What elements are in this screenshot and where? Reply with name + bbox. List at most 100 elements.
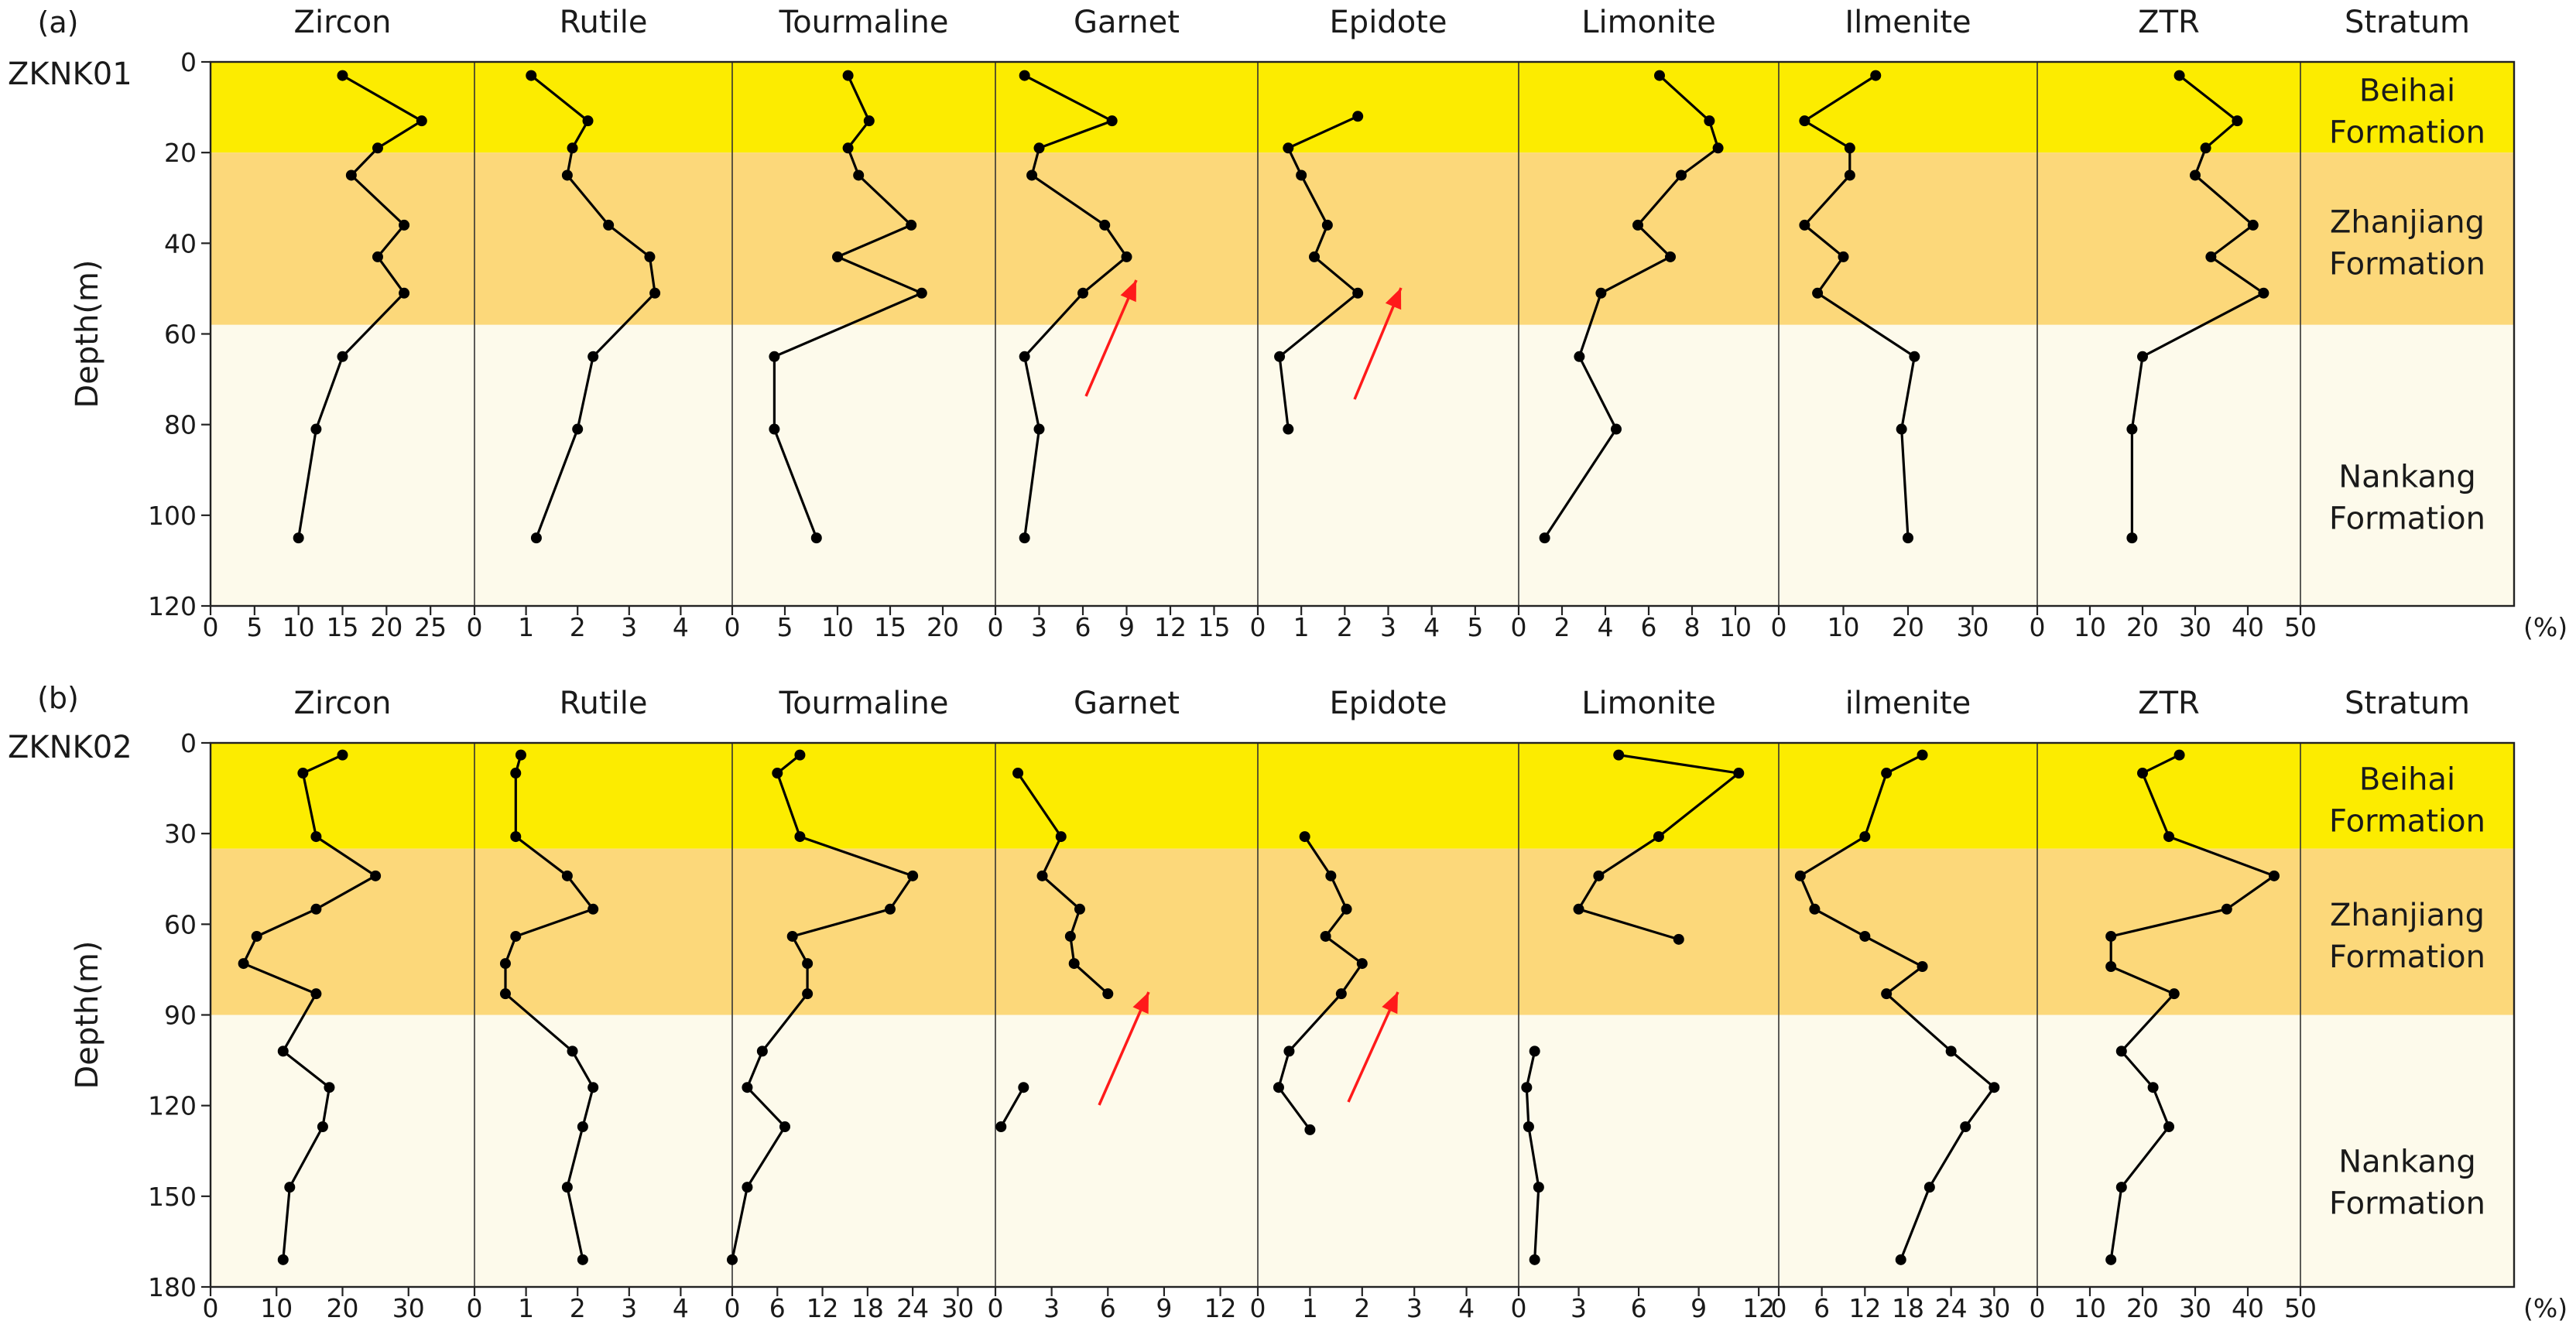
x-tick-label: 10 <box>1719 612 1752 642</box>
stratum-band-nankang <box>211 324 2514 606</box>
series-line <box>2130 74 2266 539</box>
x-tick-label: 0 <box>203 612 219 642</box>
panel-zknk02: (b)ZKNK02 0306090120150180Depth(m)Zircon0… <box>8 681 2567 1323</box>
y-tick-label: 20 <box>164 138 197 168</box>
y-tick-label: 180 <box>148 1272 197 1302</box>
data-point <box>1018 1082 1029 1093</box>
x-tick-label: 0 <box>467 612 483 642</box>
data-point <box>510 930 522 942</box>
data-point <box>853 169 865 181</box>
data-point <box>1019 351 1030 362</box>
data-point <box>515 749 526 761</box>
data-point <box>2105 930 2117 942</box>
x-tick-label: 4 <box>1423 612 1440 642</box>
data-point <box>1632 219 1643 231</box>
red-arrow-head <box>1132 992 1149 1015</box>
x-tick-label: 0 <box>203 1293 219 1323</box>
series-rutile: Rutile 0 1 2 3 4 <box>467 686 689 1323</box>
data-point <box>1903 532 1913 544</box>
data-point <box>2258 287 2269 299</box>
x-tick-label: 1 <box>1293 612 1310 642</box>
series-line <box>1802 74 1917 539</box>
data-point <box>2147 1082 2159 1093</box>
data-point <box>1033 423 1045 435</box>
data-point <box>1573 903 1584 915</box>
data-point <box>1352 111 1364 122</box>
x-tick-label: 30 <box>1978 1293 2010 1323</box>
data-point <box>1844 142 1855 154</box>
x-tick-label: 40 <box>2232 1293 2264 1323</box>
stratum-band-beihai <box>211 743 2514 849</box>
x-tick-label: 12 <box>1742 1293 1775 1323</box>
series-garnet: Garnet 0 3 6 9 12 15 <box>988 5 1231 642</box>
series-line <box>1543 74 1720 539</box>
x-tick-label: 4 <box>673 1293 689 1323</box>
data-point <box>1299 831 1310 843</box>
column-header-ilmenite: Ilmenite <box>1845 5 1971 40</box>
data-point <box>345 169 357 181</box>
column-header-zircon: Zircon <box>294 5 392 40</box>
data-point <box>1794 870 1806 881</box>
data-point <box>582 115 594 127</box>
data-point <box>317 1121 328 1133</box>
column-header-rutile: Rutile <box>560 5 648 40</box>
x-tick-label: 2 <box>1337 612 1353 642</box>
x-tick-label: 12 <box>1204 1293 1237 1323</box>
series-epidote: Epidote 0 1 2 3 4 5 <box>1250 5 1484 642</box>
data-point <box>1074 903 1085 915</box>
series-ztr: ZTR 0 10 20 30 40 50 <box>2030 686 2317 1323</box>
data-point <box>1945 1045 1957 1057</box>
stratum-name: Nankang <box>2338 460 2476 495</box>
x-tick-label: 1 <box>518 612 534 642</box>
data-point <box>510 831 522 843</box>
data-point <box>399 219 410 231</box>
x-tick-label: 0 <box>1511 612 1527 642</box>
data-point <box>1881 768 1893 779</box>
data-point <box>1859 930 1871 942</box>
x-tick-label: 20 <box>1892 612 1924 642</box>
x-tick-label: 20 <box>927 612 959 642</box>
data-point <box>1665 251 1676 262</box>
stratum-band-zhanjiang <box>211 152 2514 325</box>
data-point <box>1055 831 1067 843</box>
y-tick-label: 40 <box>164 228 197 258</box>
data-point <box>742 1182 753 1193</box>
data-point <box>1653 831 1664 843</box>
y-tick-label: 0 <box>180 47 197 77</box>
data-point <box>2105 961 2117 973</box>
data-point <box>1356 958 1368 970</box>
red-arrow-head <box>1385 288 1402 310</box>
data-point <box>284 1182 296 1193</box>
data-point <box>2221 903 2232 915</box>
column-header-rutile: Rutile <box>560 686 648 721</box>
series-ilmenite: Ilmenite 0 10 20 30 <box>1771 5 1989 642</box>
y-tick-label: 150 <box>148 1182 197 1212</box>
column-header-tourmaline: Tourmaline <box>779 686 949 721</box>
stratum-band-beihai <box>211 62 2514 153</box>
x-tick-label: 30 <box>941 1293 974 1323</box>
data-point <box>1309 251 1321 262</box>
well-name: ZKNK02 <box>8 730 132 765</box>
x-tick-label: 12 <box>1154 612 1187 642</box>
data-point <box>769 423 780 435</box>
column-header-ilmenite: ilmenite <box>1845 686 1971 721</box>
data-point <box>310 423 322 435</box>
x-tick-label: 3 <box>1406 1293 1423 1323</box>
series-line <box>530 74 656 539</box>
data-point <box>1844 169 1855 181</box>
data-point <box>2115 1045 2127 1057</box>
x-tick-label: 3 <box>1043 1293 1060 1323</box>
x-tick-label: 20 <box>2126 1293 2159 1323</box>
stratum-band-nankang <box>211 1015 2514 1287</box>
x-tick-label: 2 <box>1354 1293 1370 1323</box>
data-point <box>1533 1182 1544 1193</box>
data-point <box>2205 251 2217 262</box>
x-tick-label: 10 <box>2074 1293 2106 1323</box>
data-point <box>916 287 927 299</box>
column-header-garnet: Garnet <box>1074 686 1180 721</box>
data-point <box>603 219 615 231</box>
data-point <box>1799 219 1810 231</box>
data-point <box>310 831 322 843</box>
data-point <box>2163 831 2174 843</box>
data-point <box>1102 988 1114 1000</box>
